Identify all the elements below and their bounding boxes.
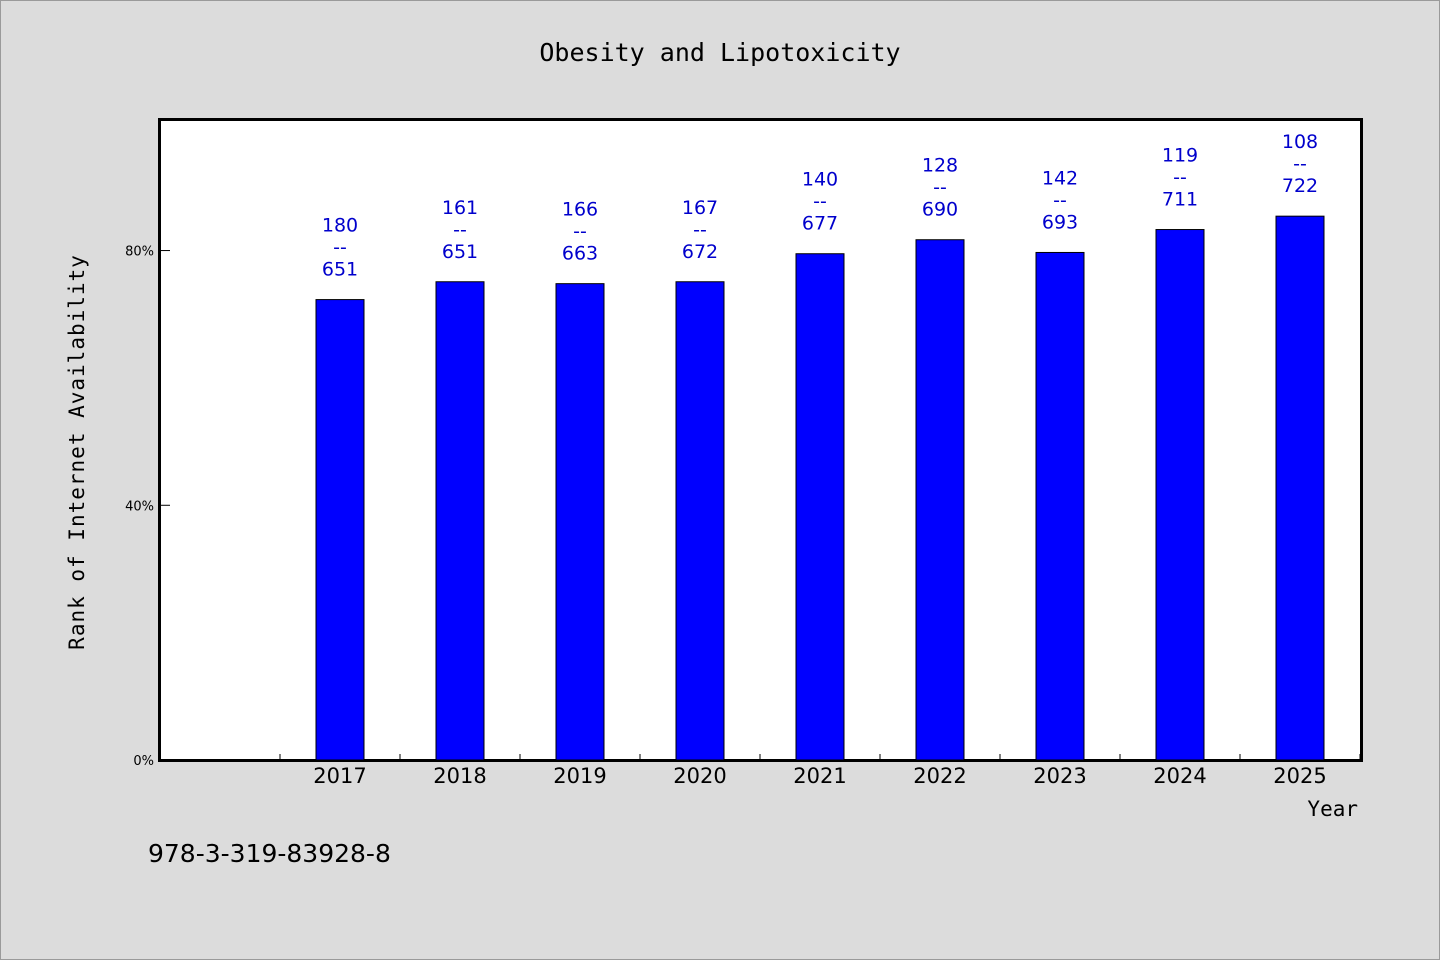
- bar-2025: [1275, 215, 1325, 761]
- bar-data-label-2021-line3: 677: [802, 213, 838, 235]
- x-tick-label-2023: 2023: [1033, 764, 1086, 788]
- bar-labels-group: 180--651161--651166--663167--672140--677…: [322, 131, 1318, 280]
- y-tick-label: 40%: [125, 499, 154, 514]
- y-tick-label: 0%: [133, 754, 154, 769]
- bar-data-label-2025-line2: --: [1293, 153, 1307, 175]
- bar-data-label-2018-line1: 161: [442, 197, 478, 219]
- x-tick-label-2022: 2022: [913, 764, 966, 788]
- bar-data-label-2021-line1: 140: [802, 169, 838, 191]
- x-tick-label-2024: 2024: [1153, 764, 1206, 788]
- bar-data-label-2025-line1: 108: [1282, 131, 1318, 153]
- bar-2021: [795, 253, 845, 761]
- bar-2022: [915, 239, 965, 761]
- x-axis-ticks: 2017 2018 2019 2020 2021 2022 2023 2024 2025: [279, 754, 1361, 788]
- bar-data-label-2020-line1: 167: [682, 197, 718, 219]
- x-tick-label-2021: 2021: [793, 764, 846, 788]
- bar-data-label-2020-line3: 672: [682, 241, 718, 263]
- bar-2017: [315, 299, 365, 761]
- bar-data-label-2024-line3: 711: [1162, 189, 1198, 211]
- bar-2024: [1155, 229, 1205, 761]
- bar-data-label-2023-line1: 142: [1042, 167, 1078, 189]
- y-tick-label: 80%: [125, 245, 154, 260]
- x-tick-label-2019: 2019: [553, 764, 606, 788]
- bar-data-label-2019-line1: 166: [562, 199, 598, 221]
- bar-data-label-2023-line2: --: [1053, 189, 1067, 211]
- x-tick-label-2017: 2017: [313, 764, 366, 788]
- bars-group: [315, 215, 1325, 761]
- x-tick-label-2025: 2025: [1273, 764, 1326, 788]
- y-axis-ticks: 0% 40% 80%: [125, 245, 170, 769]
- bar-data-label-2021-line2: --: [813, 191, 827, 213]
- bar-2019: [555, 283, 605, 761]
- bar-2023: [1035, 251, 1085, 761]
- bar-data-label-2018-line2: --: [453, 219, 467, 241]
- bar-data-label-2024-line1: 119: [1162, 145, 1198, 167]
- bar-data-label-2022-line1: 128: [922, 155, 958, 177]
- bar-data-label-2022-line3: 690: [922, 199, 958, 221]
- y-axis-label: Rank of Internet Availability: [65, 254, 89, 650]
- bar-data-label-2017-line3: 651: [322, 259, 358, 281]
- bar-data-label-2017-line1: 180: [322, 215, 358, 237]
- bar-data-label-2020-line2: --: [693, 219, 707, 241]
- bar-data-label-2025-line3: 722: [1282, 175, 1318, 197]
- bar-2020: [675, 281, 725, 761]
- bar-data-label-2019-line3: 663: [562, 243, 598, 265]
- bar-data-label-2024-line2: --: [1173, 167, 1187, 189]
- bar-2018: [435, 281, 485, 761]
- x-tick-label-2020: 2020: [673, 764, 726, 788]
- bar-data-label-2017-line2: --: [333, 237, 347, 259]
- x-tick-label-2018: 2018: [433, 764, 486, 788]
- isbn-note: 978-3-319-83928-8: [148, 839, 391, 868]
- chart-title: Obesity and Lipotoxicity: [539, 38, 900, 67]
- bar-data-label-2019-line2: --: [573, 221, 587, 243]
- bar-data-label-2018-line3: 651: [442, 241, 478, 263]
- bar-data-label-2022-line2: --: [933, 177, 947, 199]
- x-axis-label: Year: [1307, 797, 1358, 821]
- bar-data-label-2023-line3: 693: [1042, 211, 1078, 233]
